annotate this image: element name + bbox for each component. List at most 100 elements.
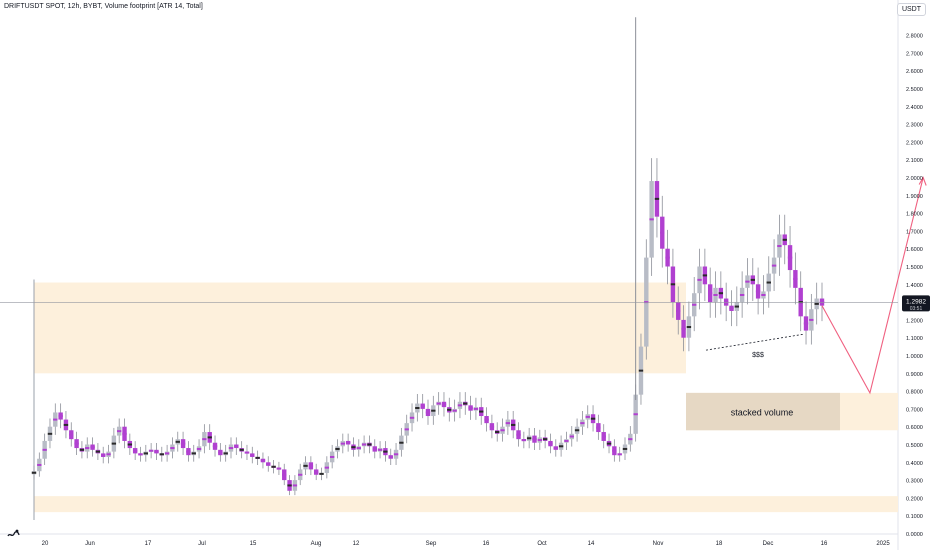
footprint-candle (505, 410, 511, 435)
footprint-candle (116, 418, 122, 444)
footprint-candle (787, 226, 793, 288)
footprint-candle (143, 444, 149, 462)
footprint-candle (723, 282, 729, 322)
footprint-candle (473, 397, 479, 420)
footprint-candle (31, 465, 37, 480)
footprint-candle (484, 407, 489, 432)
price-axis-panel (898, 0, 932, 550)
footprint-candle (574, 418, 580, 442)
footprint-candle (106, 444, 111, 464)
price-tick-label: 2.0000 (906, 176, 923, 182)
price-tick-label: 0.0000 (906, 532, 923, 538)
time-tick-label: 20 (42, 541, 49, 547)
price-tick-label: 2.8000 (906, 34, 923, 40)
footprint-candle (239, 441, 244, 459)
footprint-candle (223, 444, 228, 462)
footprint-candle (521, 431, 527, 449)
footprint-candle (468, 395, 473, 420)
footprint-candle (361, 435, 367, 454)
footprint-candle (457, 392, 463, 419)
price-tick-label: 2.3000 (906, 123, 923, 129)
footprint-candle (729, 290, 734, 327)
footprint-candle (628, 426, 633, 452)
footprint-candle (42, 433, 47, 466)
footprint-candle (644, 239, 649, 360)
footprint-candle (383, 441, 388, 462)
footprint-candle (180, 431, 186, 455)
time-tick-label: Jun (85, 541, 95, 547)
footprint-candle (553, 439, 558, 457)
price-tick-label: 0.2000 (906, 496, 923, 502)
footprint-candle (393, 443, 399, 466)
currency-button[interactable]: USDT (896, 3, 926, 16)
time-tick-label: 2025 (876, 541, 890, 547)
footprint-candle (138, 446, 143, 462)
footprint-candle (532, 427, 537, 450)
footprint-candle (739, 271, 745, 318)
footprint-candle (558, 435, 564, 457)
footprint-candle (404, 414, 409, 444)
footprint-candle (335, 439, 340, 459)
footprint-candle (276, 461, 282, 476)
footprint-candle (702, 248, 708, 302)
price-tick-label: 2.1000 (906, 158, 923, 164)
footprint-candle (207, 424, 212, 450)
footprint-candle (718, 271, 724, 315)
footprint-candle (755, 267, 761, 315)
footprint-candle (452, 399, 457, 422)
footprint-candle (388, 448, 393, 466)
footprint-candle (101, 446, 106, 464)
footprint-candle (670, 248, 676, 318)
footprint-candle (793, 252, 798, 305)
footprint-candle (196, 439, 202, 459)
price-tick-label: 2.4000 (906, 105, 923, 111)
footprint-candle (409, 403, 415, 432)
footprint-candle (367, 435, 372, 454)
footprint-candle (260, 452, 266, 469)
footprint-candle (516, 422, 521, 447)
footprint-candle (537, 429, 543, 450)
price-tick-label: 0.8000 (906, 390, 923, 396)
footprint-candle (58, 403, 63, 429)
time-tick-label: Aug (311, 541, 322, 547)
time-tick-label: Nov (653, 541, 664, 547)
footprint-candle (292, 475, 298, 496)
footprint-candle (500, 418, 505, 442)
price-tick-label: 1.7000 (906, 229, 923, 235)
time-tick-label: Dec (763, 541, 774, 547)
footprint-candle (447, 397, 452, 422)
footprint-candle (436, 392, 441, 415)
footprint-candle (372, 439, 377, 459)
footprint-candle (37, 452, 42, 477)
footprint-candle (74, 431, 79, 455)
time-tick-label: 18 (716, 541, 723, 547)
footprint-candle (638, 333, 644, 405)
footprint-candle (622, 437, 628, 460)
chart-title: DRIFTUSDT SPOT, 12h, BYBT, Volume footpr… (4, 3, 203, 10)
footprint-candle (255, 450, 260, 466)
bar-countdown: 03:51 (910, 306, 923, 312)
footprint-candle (186, 441, 191, 462)
footprint-candle (569, 426, 574, 447)
footprint-candle (356, 439, 361, 457)
footprint-candle (218, 443, 223, 462)
price-tick-label: 1.4000 (906, 283, 923, 289)
footprint-candle (377, 441, 383, 459)
footprint-candle (90, 437, 95, 457)
footprint-candle (95, 443, 101, 460)
footprint-candle (590, 405, 596, 432)
price-tick-label: 0.6000 (906, 425, 923, 431)
demand-zone-lower (34, 496, 898, 513)
footprint-candle (660, 195, 665, 268)
footprint-candle (159, 446, 164, 462)
footprint-candle (345, 433, 351, 452)
footprint-candle (654, 158, 660, 238)
footprint-candle (271, 460, 276, 474)
footprint-candle (617, 446, 622, 462)
footprint-candle (798, 271, 803, 332)
footprint-candle (202, 424, 207, 454)
footprint-candle (819, 282, 825, 322)
footprint-candle (244, 444, 250, 460)
